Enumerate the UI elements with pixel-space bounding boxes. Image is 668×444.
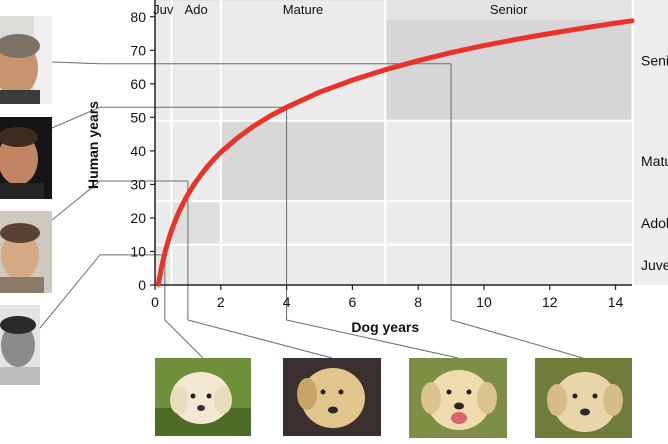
y-tick-label: 20 bbox=[130, 210, 146, 226]
y-tick-label: 50 bbox=[130, 109, 146, 125]
young-dog-photo bbox=[283, 358, 381, 436]
y-tick-label: 60 bbox=[130, 76, 146, 92]
dog-connector bbox=[286, 107, 459, 359]
person-connector bbox=[51, 180, 188, 221]
y-tick-label: 40 bbox=[130, 143, 146, 159]
x-axis-label: Dog years bbox=[351, 319, 419, 335]
y-tick-label: 0 bbox=[138, 277, 146, 293]
senior-dog-photo bbox=[535, 358, 632, 438]
dog-connector bbox=[187, 181, 333, 359]
stage-side-label: Adolescent bbox=[641, 215, 668, 231]
juvenile-photo bbox=[0, 305, 40, 385]
y-axis-label: Human years bbox=[85, 101, 101, 189]
x-tick-label: 14 bbox=[608, 294, 624, 310]
adolescent-photo bbox=[0, 211, 52, 293]
axes: 0 10 20 30 40 50 60 70 80 0 2 4 6 8 10 12 14 Dog years Hum… bbox=[85, 0, 632, 335]
stage-header-label: Juv bbox=[153, 2, 174, 17]
mature-man-photo bbox=[0, 117, 52, 199]
stage-header-label: Ado bbox=[185, 2, 208, 17]
series-layer bbox=[155, 18, 635, 287]
age-curve bbox=[155, 18, 635, 287]
x-tick-label: 6 bbox=[348, 294, 356, 310]
y-tick-label: 80 bbox=[130, 9, 146, 25]
x-tick-label: 8 bbox=[414, 294, 422, 310]
labels-layer: Juv Ado Mature Senior Senior Mature Adolescent… bbox=[153, 2, 668, 273]
stage-header-label: Mature bbox=[283, 2, 323, 17]
stage-side-label: Mature bbox=[641, 153, 668, 169]
x-tick-label: 4 bbox=[283, 294, 291, 310]
puppy-photo bbox=[155, 358, 251, 436]
stage-header bbox=[386, 0, 631, 20]
person-connector bbox=[51, 61, 452, 65]
y-tick-label: 70 bbox=[130, 42, 146, 58]
x-tick-label: 0 bbox=[151, 294, 159, 310]
senior-man-photo bbox=[0, 16, 52, 104]
adult-dog-photo bbox=[409, 358, 507, 438]
connector-lines bbox=[39, 61, 584, 359]
stage-block bbox=[221, 121, 385, 201]
x-tick-label: 2 bbox=[217, 294, 225, 310]
person-connector bbox=[39, 254, 165, 329]
dog-connector bbox=[450, 63, 584, 359]
y-tick-label: 10 bbox=[130, 243, 146, 259]
dog-connector bbox=[164, 254, 204, 359]
x-tick-label: 12 bbox=[542, 294, 558, 310]
stage-side-label: Senior bbox=[641, 52, 668, 68]
x-tick-label: 10 bbox=[476, 294, 492, 310]
right-label-panel bbox=[634, 0, 668, 285]
person-connector bbox=[51, 106, 287, 129]
y-tick-label: 30 bbox=[130, 176, 146, 192]
stage-header-label: Senior bbox=[490, 2, 528, 17]
stage-side-label: Juvenile bbox=[641, 257, 668, 273]
